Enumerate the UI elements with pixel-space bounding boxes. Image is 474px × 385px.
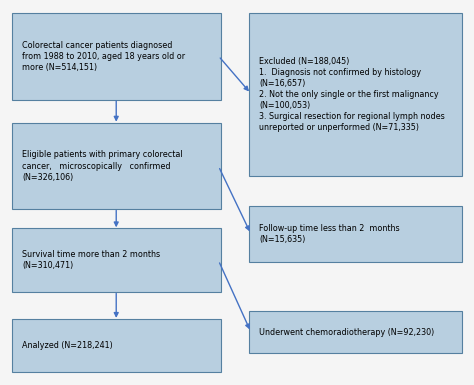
FancyBboxPatch shape [12, 228, 221, 293]
Text: Follow-up time less than 2  months
(N=15,635): Follow-up time less than 2 months (N=15,… [259, 224, 400, 244]
FancyBboxPatch shape [248, 13, 462, 176]
Text: Colorectal cancer patients diagnosed
from 1988 to 2010, aged 18 years old or
mor: Colorectal cancer patients diagnosed fro… [22, 41, 185, 72]
FancyBboxPatch shape [12, 123, 221, 209]
FancyBboxPatch shape [12, 319, 221, 372]
FancyBboxPatch shape [12, 13, 221, 100]
Text: Survival time more than 2 months
(N=310,471): Survival time more than 2 months (N=310,… [22, 250, 161, 271]
Text: Excluded (N=188,045)
1.  Diagnosis not confirmed by histology
(N=16,657)
2. Not : Excluded (N=188,045) 1. Diagnosis not co… [259, 57, 445, 132]
FancyBboxPatch shape [248, 206, 462, 262]
Text: Analyzed (N=218,241): Analyzed (N=218,241) [22, 341, 113, 350]
FancyBboxPatch shape [248, 311, 462, 353]
Text: Eligible patients with primary colorectal
cancer,   microscopically   confirmed
: Eligible patients with primary colorecta… [22, 151, 183, 182]
Text: Underwent chemoradiotherapy (N=92,230): Underwent chemoradiotherapy (N=92,230) [259, 328, 435, 336]
